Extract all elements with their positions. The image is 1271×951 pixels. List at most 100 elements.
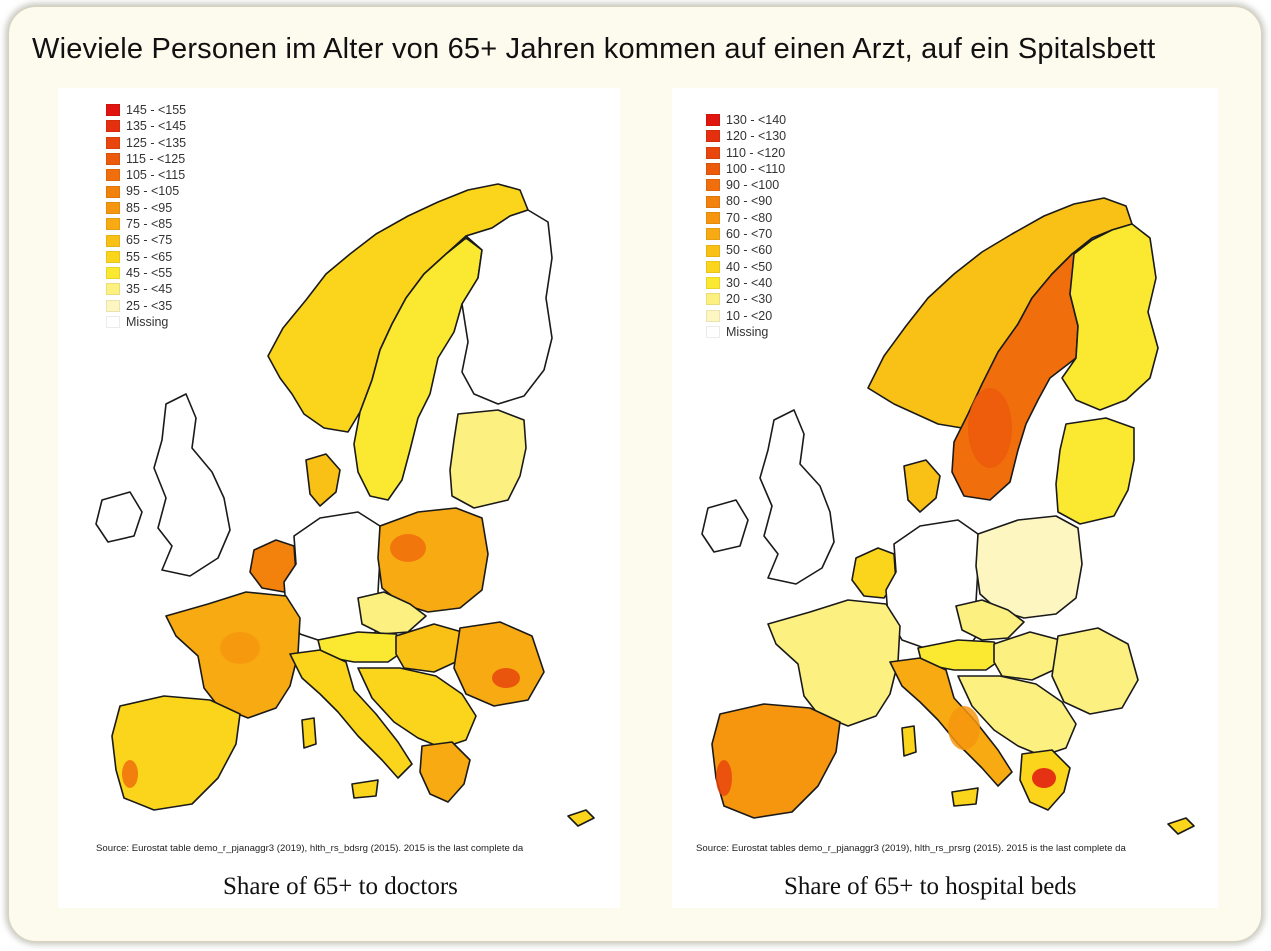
region-balkans: [357, 667, 477, 749]
legend-swatch: [706, 244, 720, 257]
doctors-map-panel: 145 - <155 135 - <145 125 - <135 115 - <…: [58, 88, 620, 908]
region-sardinia: [301, 717, 317, 749]
hotspot-portugal: [716, 760, 732, 796]
region-denmark: [305, 453, 341, 507]
legend-swatch: [106, 316, 120, 328]
region-ireland: [701, 499, 749, 553]
doctors-choropleth-map: [95, 183, 595, 827]
region-cyprus: [1167, 817, 1195, 835]
region-baltics: [449, 409, 527, 509]
region-greece: [419, 741, 471, 803]
legend-swatch: [106, 299, 120, 312]
legend-swatch: [106, 218, 120, 231]
region-italy: [289, 649, 413, 779]
region-baltics: [1055, 417, 1135, 525]
region-finland: [461, 209, 553, 405]
legend-item: 145 - <155: [106, 102, 186, 118]
legend-item: Missing: [106, 314, 186, 330]
legend-item: 60 - <70: [706, 226, 786, 242]
legend-item: 75 - <85: [106, 216, 186, 232]
region-poland: [377, 507, 489, 613]
legend-swatch: [106, 201, 120, 214]
legend-swatch: [706, 146, 720, 159]
region-uk: [759, 409, 835, 585]
region-sweden: [353, 237, 483, 501]
hotspot-sweden: [968, 388, 1012, 468]
legend-swatch: [106, 234, 120, 247]
hotspot-greece: [1032, 768, 1056, 788]
legend-item: 40 - <50: [706, 259, 786, 275]
region-romania: [453, 621, 545, 707]
region-uk: [153, 393, 231, 577]
region-sardinia: [901, 725, 917, 757]
legend-item: 30 - <40: [706, 275, 786, 291]
legend-swatch: [106, 120, 120, 133]
legend-item: 65 - <75: [106, 232, 186, 248]
legend-item: 50 - <60: [706, 242, 786, 258]
doctors-source-note: Source: Eurostat table demo_r_pjanaggr3 …: [96, 843, 524, 854]
doctors-legend: 145 - <155 135 - <145 125 - <135 115 - <…: [106, 102, 186, 330]
hotspot-portugal: [122, 760, 138, 788]
region-germany: [885, 519, 983, 651]
legend-swatch: [106, 136, 120, 149]
legend-item: 110 - <120: [706, 145, 786, 161]
region-ireland: [95, 491, 143, 543]
legend-swatch: [706, 260, 720, 273]
legend-swatch: [106, 267, 120, 280]
legend-item: 10 - <20: [706, 308, 786, 324]
doctors-map-caption: Share of 65+ to doctors: [223, 873, 458, 900]
region-france: [767, 599, 901, 727]
legend-item: 105 - <115: [106, 167, 186, 183]
legend-swatch: [706, 130, 720, 143]
legend-swatch: [706, 179, 720, 192]
hotspot-poland: [390, 534, 426, 562]
legend-item: 85 - <95: [106, 200, 186, 216]
legend-swatch: [106, 169, 120, 182]
region-czech: [357, 591, 427, 635]
region-sicily: [351, 779, 379, 799]
legend-swatch: [106, 185, 120, 198]
legend-swatch: [106, 250, 120, 263]
region-iberia: [711, 703, 841, 819]
legend-swatch: [106, 104, 120, 117]
legend-swatch: [706, 309, 720, 322]
hotspot-romania: [492, 668, 520, 688]
legend-swatch: [706, 228, 720, 241]
hospital-beds-map-panel: 130 - <140 120 - <130 110 - <120 100 - <…: [672, 88, 1218, 908]
legend-item: 95 - <105: [106, 183, 186, 199]
region-czech: [955, 599, 1025, 641]
region-balkans: [957, 675, 1077, 757]
legend-swatch: [706, 293, 720, 306]
legend-item: 45 - <55: [106, 265, 186, 281]
legend-swatch: [706, 195, 720, 208]
region-cyprus: [567, 809, 595, 827]
legend-item: 80 - <90: [706, 193, 786, 209]
legend-item: Missing: [706, 324, 786, 340]
legend-item: 115 - <125: [106, 151, 186, 167]
region-poland: [975, 515, 1083, 619]
legend-swatch: [106, 153, 120, 166]
hospital-beds-choropleth-map: [701, 197, 1195, 835]
legend-item: 55 - <65: [106, 249, 186, 265]
legend-item: 135 - <145: [106, 118, 186, 134]
legend-item: 35 - <45: [106, 281, 186, 297]
hotspot-italy: [948, 706, 980, 750]
legend-item: 130 - <140: [706, 112, 786, 128]
hospital-beds-source-note: Source: Eurostat tables demo_r_pjanaggr3…: [696, 843, 1126, 854]
region-hungary: [993, 631, 1061, 681]
legend-item: 120 - <130: [706, 128, 786, 144]
slide-title: Wieviele Personen im Alter von 65+ Jahre…: [32, 33, 1156, 65]
legend-swatch: [706, 277, 720, 290]
legend-swatch: [106, 283, 120, 296]
region-finland: [1061, 223, 1159, 411]
legend-swatch: [706, 326, 720, 338]
region-iberia: [111, 695, 241, 811]
region-romania: [1051, 627, 1139, 715]
legend-swatch: [706, 114, 720, 127]
region-denmark: [903, 459, 941, 513]
legend-item: 70 - <80: [706, 210, 786, 226]
hospital-beds-legend: 130 - <140 120 - <130 110 - <120 100 - <…: [706, 112, 786, 340]
legend-item: 125 - <135: [106, 135, 186, 151]
legend-item: 20 - <30: [706, 291, 786, 307]
legend-item: 25 - <35: [106, 298, 186, 314]
